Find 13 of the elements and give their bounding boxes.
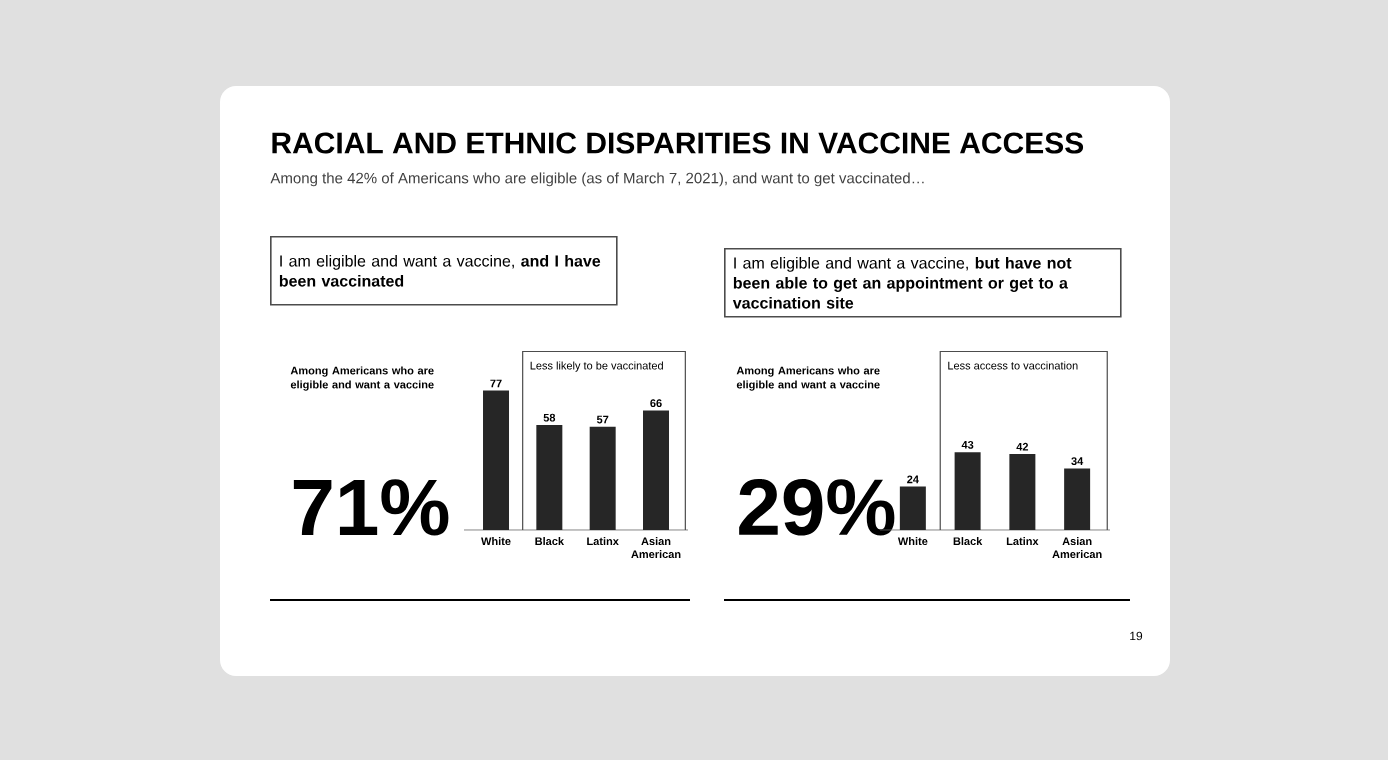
bar <box>483 390 510 530</box>
bar <box>589 426 616 530</box>
text: 71% <box>293 479 449 536</box>
annotation: 29% <box>739 478 895 536</box>
bar <box>536 424 563 530</box>
chart-title: RACIAL AND ETHNIC DISPARITIES IN VACCINE ACCESS <box>272 132 1084 154</box>
text: I am eligible and want a vaccine, but have not been able to get an appointment or get to a vaccination site <box>732 256 1072 309</box>
text: I am eligible and want a vaccine, and I have been vaccinated <box>279 254 601 287</box>
bar <box>1064 468 1091 530</box>
bar <box>954 452 981 530</box>
bar <box>643 410 670 530</box>
bar <box>899 486 926 530</box>
bar <box>1009 453 1036 530</box>
